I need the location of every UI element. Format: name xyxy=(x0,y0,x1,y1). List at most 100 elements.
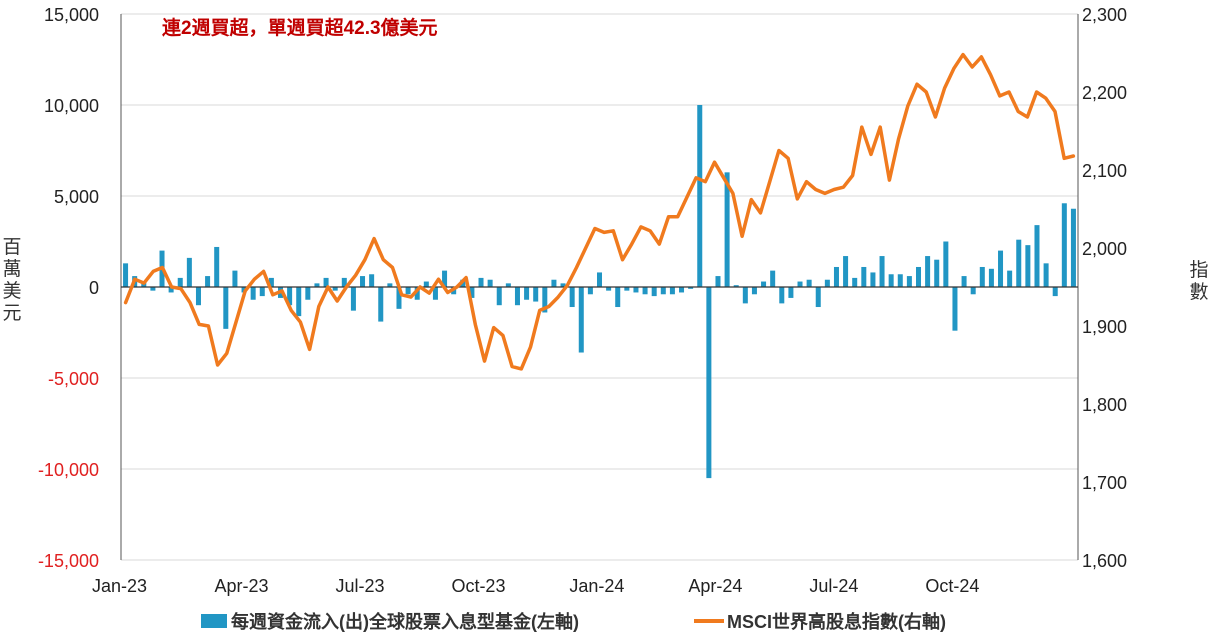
right-tick-label: 2,200 xyxy=(1082,83,1127,103)
bar xyxy=(542,287,548,313)
bar xyxy=(551,279,557,287)
bar xyxy=(843,256,849,287)
bar xyxy=(478,277,484,287)
bar xyxy=(925,256,931,287)
bar xyxy=(706,287,712,479)
x-tick-label: Apr-23 xyxy=(214,576,268,596)
bar xyxy=(1043,263,1049,287)
line-series xyxy=(123,52,1076,371)
bar xyxy=(797,281,803,287)
right-tick-label: 2,300 xyxy=(1082,5,1127,25)
bar xyxy=(341,277,347,287)
left-tick-label: 15,000 xyxy=(44,5,99,25)
legend-label-bar: 每週資金流入(出)全球股票入息型基金(左軸) xyxy=(231,611,579,632)
bar xyxy=(214,246,220,287)
bar xyxy=(378,287,384,322)
bar xyxy=(487,279,493,287)
index-line xyxy=(123,52,1076,371)
bar xyxy=(660,287,666,295)
bar xyxy=(205,276,211,287)
bar xyxy=(934,259,940,287)
bar xyxy=(250,287,256,300)
bar xyxy=(414,287,420,300)
x-tick-label: Oct-23 xyxy=(451,576,505,596)
bar xyxy=(824,279,830,287)
x-tick-label: Oct-24 xyxy=(925,576,979,596)
right-tick-label: 2,100 xyxy=(1082,161,1127,181)
x-tick-label: Jan-24 xyxy=(569,576,624,596)
bar xyxy=(360,276,366,287)
right-tick-label: 1,800 xyxy=(1082,395,1127,415)
bar xyxy=(432,287,438,300)
bar xyxy=(442,270,448,287)
bar xyxy=(323,277,329,287)
left-tick-label: 5,000 xyxy=(54,187,99,207)
bar xyxy=(615,287,621,308)
bar xyxy=(642,287,648,295)
bar xyxy=(123,263,129,287)
x-tick-label: Jan-23 xyxy=(92,576,147,596)
bar xyxy=(1061,203,1067,287)
bar xyxy=(223,287,229,329)
bar xyxy=(788,287,794,298)
right-tick-label: 1,900 xyxy=(1082,317,1127,337)
x-tick-label: Apr-24 xyxy=(688,576,742,596)
legend-label-line: MSCI世界高股息指數(右軸) xyxy=(727,611,946,632)
bar xyxy=(560,283,566,287)
bar xyxy=(1007,270,1013,287)
bar xyxy=(633,287,639,293)
bar xyxy=(970,287,976,295)
bar xyxy=(350,287,356,311)
bar xyxy=(870,272,876,287)
bar xyxy=(606,287,612,291)
bar xyxy=(514,287,520,306)
bar xyxy=(177,277,183,287)
bar xyxy=(387,283,393,287)
bar xyxy=(195,287,201,306)
bar xyxy=(679,287,685,293)
left-tick-label: -5,000 xyxy=(48,369,99,389)
bar xyxy=(533,287,539,302)
bar xyxy=(751,287,757,295)
bar xyxy=(587,287,593,295)
bar xyxy=(961,276,967,287)
bar xyxy=(186,257,192,287)
left-tick-label: 10,000 xyxy=(44,96,99,116)
left-tick-label: -10,000 xyxy=(38,460,99,480)
bar xyxy=(688,287,694,289)
bar xyxy=(569,287,575,308)
bar xyxy=(906,276,912,287)
right-tick-label: 1,600 xyxy=(1082,551,1127,571)
annotation: 連2週買超，單週買超42.3億美元 xyxy=(162,16,438,39)
bar xyxy=(578,287,584,353)
bar xyxy=(496,287,502,306)
bar xyxy=(979,266,985,287)
x-axis-ticks: Jan-23 Apr-23 Jul-23 Oct-23 Jan-24 Apr-24 Jul-… xyxy=(92,576,979,596)
x-tick-label: Jul-23 xyxy=(335,576,384,596)
bar xyxy=(669,287,675,295)
bar xyxy=(852,277,858,287)
gridlines xyxy=(121,13,1078,561)
bar xyxy=(897,274,903,287)
bar xyxy=(332,287,338,291)
bar xyxy=(369,274,375,287)
bar xyxy=(1034,225,1040,287)
bar xyxy=(915,266,922,287)
bar xyxy=(998,250,1004,287)
bar xyxy=(396,287,402,309)
axes xyxy=(120,14,1079,560)
bar xyxy=(296,287,302,317)
bar xyxy=(943,241,949,287)
bar xyxy=(724,172,730,287)
right-axis-title: 指數 xyxy=(1189,259,1208,303)
bar xyxy=(505,283,511,287)
bar xyxy=(268,277,274,287)
bar xyxy=(879,256,885,287)
bar xyxy=(1025,245,1031,287)
bar xyxy=(742,287,748,304)
bar xyxy=(259,287,265,297)
bar xyxy=(1016,239,1022,287)
x-tick-label: Jul-24 xyxy=(809,576,858,596)
bar xyxy=(988,268,994,287)
